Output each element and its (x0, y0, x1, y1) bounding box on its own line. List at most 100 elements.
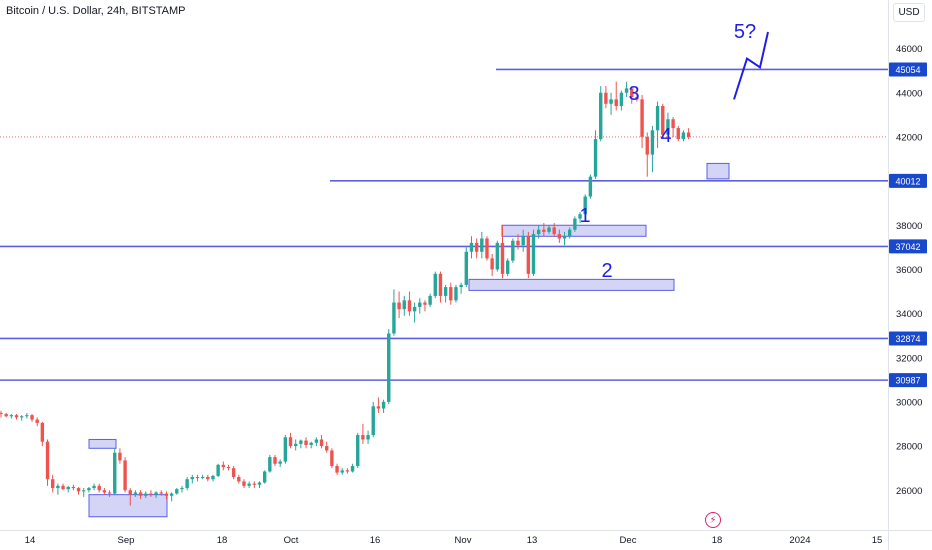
x-tick-label: Dec (620, 535, 637, 546)
candle-body (443, 287, 448, 296)
y-tick-label: 38000 (896, 221, 922, 232)
candle-body (335, 465, 339, 473)
candle-body (676, 128, 680, 140)
x-tick-label: Oct (284, 535, 299, 546)
level-price-tag (889, 62, 927, 77)
candle-body (604, 92, 608, 104)
candle-body (624, 88, 629, 93)
candle-body (56, 485, 60, 489)
lightning-icon[interactable]: ⚡ (705, 512, 721, 528)
highlight-zone (468, 278, 675, 291)
currency-button[interactable]: USD (893, 3, 925, 22)
candle-body (340, 470, 344, 473)
y-tick-label: 34000 (896, 309, 922, 320)
price-axis (888, 0, 932, 550)
wave-label: 4 (660, 125, 671, 147)
candle-body (655, 106, 660, 131)
candle-body (366, 435, 370, 440)
chart-title: Bitcoin / U.S. Dollar, 24h, BITSTAMP (6, 5, 186, 17)
candle-body (418, 302, 422, 307)
candle-body (87, 488, 91, 491)
candle-body (645, 136, 649, 155)
x-tick-label: 15 (872, 535, 883, 546)
candle-body (428, 295, 432, 305)
highlight-zone (88, 438, 117, 449)
candle-body (593, 139, 598, 177)
candle-body (200, 477, 205, 479)
candle-body (211, 475, 215, 480)
candle-body (536, 229, 541, 235)
candle-body (531, 234, 536, 274)
y-tick-label: 30000 (896, 397, 922, 408)
candle-body (562, 236, 567, 239)
candle-body (361, 435, 365, 440)
level-price-label: 37042 (895, 242, 920, 252)
candle-body (474, 242, 479, 252)
candle-body (149, 493, 153, 495)
wave-label: 2 (601, 260, 612, 282)
candle-body (113, 452, 117, 494)
candle-body (666, 119, 670, 135)
candle-body (0, 412, 3, 415)
candle-body (671, 119, 675, 129)
candle-body (92, 485, 96, 489)
candle-body (221, 464, 226, 468)
x-tick-label: 18 (217, 535, 228, 546)
candle-body (4, 414, 8, 417)
candle-body (273, 457, 277, 464)
candle-body (573, 218, 577, 230)
y-tick-label: 46000 (896, 44, 922, 55)
candle-body (619, 92, 624, 106)
candle-body (387, 333, 391, 402)
y-tick-label: 32000 (896, 353, 922, 364)
candle-body (681, 132, 686, 140)
candle-body (588, 176, 593, 197)
level-price-label: 32874 (895, 334, 920, 344)
x-tick-label: 14 (25, 535, 36, 546)
candle-body (278, 461, 282, 464)
level-price-label: 40012 (895, 176, 920, 186)
candle-body (61, 485, 65, 490)
highlight-zone (88, 494, 168, 518)
candle-body (25, 415, 29, 417)
level-price-label: 30987 (895, 376, 920, 386)
candle-body (350, 465, 355, 472)
candle-body (123, 460, 127, 491)
wave-5-projection (733, 31, 769, 100)
candle-body (505, 260, 510, 274)
candle-body (376, 406, 381, 409)
candle-body (257, 482, 262, 485)
candle-body (268, 457, 272, 472)
y-tick-label: 44000 (896, 88, 922, 99)
candle-body (51, 479, 55, 489)
candle-body (71, 486, 76, 489)
level-price-tag (889, 373, 927, 388)
candle-body (242, 481, 246, 486)
candle-body (557, 234, 562, 239)
candle-body (118, 452, 122, 461)
candle-body (542, 229, 546, 232)
candle-body (293, 443, 298, 447)
candle-body (185, 479, 189, 489)
y-tick-label: 28000 (896, 442, 922, 453)
candle-body (371, 406, 375, 436)
candle-body (583, 196, 587, 215)
level-price-tag (889, 331, 927, 346)
candle-body (330, 450, 334, 466)
wave-label: 5? (734, 21, 756, 43)
candle-body (438, 273, 443, 296)
candle-body (237, 477, 241, 482)
candle-body (82, 490, 86, 492)
x-tick-label: 16 (370, 535, 381, 546)
candle-body (495, 242, 500, 270)
candle-body (599, 92, 603, 140)
candle-body (397, 302, 401, 310)
candle-body (66, 486, 70, 490)
candle-body (19, 416, 24, 418)
candle-body (216, 464, 220, 476)
candle-body (195, 477, 200, 479)
candle-body (128, 490, 132, 495)
candle-body (35, 419, 39, 423)
candle-body (345, 470, 350, 472)
